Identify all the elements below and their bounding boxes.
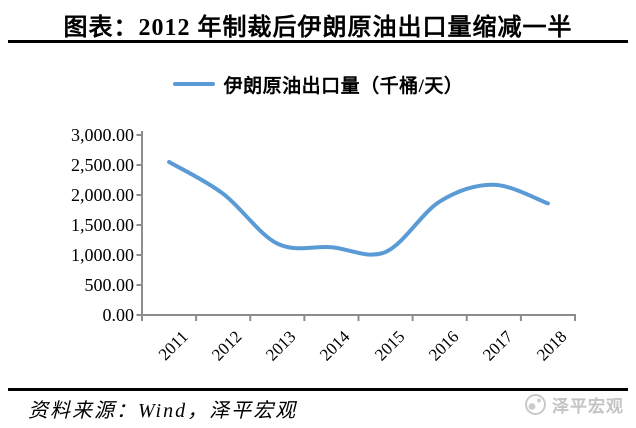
y-axis-tick-label: 500.00 xyxy=(84,275,135,295)
legend: 伊朗原油出口量（千桶/天） xyxy=(0,72,636,97)
brand-watermark: 泽平宏观 xyxy=(524,391,624,417)
data-line-series xyxy=(167,160,550,257)
zeping-logo-icon xyxy=(525,393,546,415)
footer-divider xyxy=(8,388,628,391)
title-divider xyxy=(8,40,628,43)
y-axis-tick-label: 0.00 xyxy=(102,305,135,325)
brand-watermark-label: 泽平宏观 xyxy=(552,396,624,416)
page-title: 图表：2012 年制裁后伊朗原油出口量缩减一半 xyxy=(63,15,573,41)
y-axis-tick-label: 3,000.00 xyxy=(71,125,134,145)
legend-label: 伊朗原油出口量（千桶/天） xyxy=(223,75,464,97)
y-axis-tick-label: 2,000.00 xyxy=(71,185,134,205)
y-axis-tick-label: 1,000.00 xyxy=(71,245,134,265)
legend-line-marker xyxy=(172,82,215,86)
source-note: 资料来源：Wind，泽平宏观 xyxy=(28,400,298,422)
y-axis-tick-label: 1,500.00 xyxy=(71,215,134,235)
y-axis-tick-label: 2,500.00 xyxy=(71,155,134,175)
